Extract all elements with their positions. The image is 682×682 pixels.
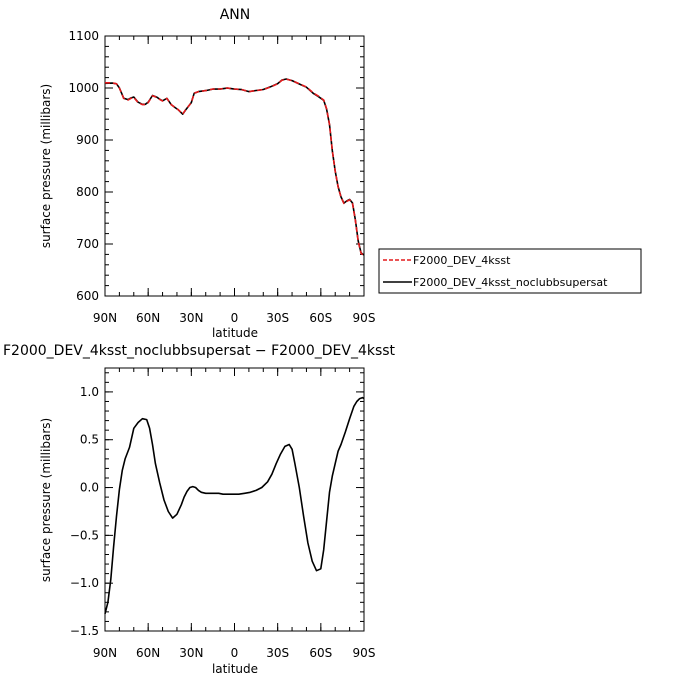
bottom-y-tick-label: 1.0: [80, 385, 99, 399]
legend: F2000_DEV_4ksst F2000_DEV_4ksst_noclubbs…: [378, 248, 642, 294]
top-y-tick-label: 900: [76, 133, 99, 147]
top-y-tick-label: 800: [76, 185, 99, 199]
top-chart-title: ANN: [220, 7, 251, 23]
bottom-y-axis: −1.5 −1.0 −0.5 0.0 0.5 1.0: [70, 372, 364, 638]
bottom-plot-lines: [104, 396, 365, 614]
bottom-y-axis-label: surface pressure (millibars): [39, 418, 53, 582]
bottom-y-tick-label: 0.0: [80, 481, 99, 495]
top-plot-frame: [104, 35, 365, 297]
top-y-axis: 600 700 800 900 1000 1100: [68, 29, 364, 303]
bottom-x-tick-label: 0: [231, 646, 239, 660]
top-x-axis-label: latitude: [212, 326, 258, 340]
top-x-axis: 90N 60N 30N 0 30S 60S 90S: [93, 36, 376, 325]
bottom-x-tick-label: 30N: [179, 646, 203, 660]
bottom-x-tick-label: 90N: [93, 646, 117, 660]
top-y-tick-label: 1100: [68, 29, 99, 43]
legend-entry-label: F2000_DEV_4ksst_noclubbsupersat: [413, 276, 608, 289]
bottom-series-line-0: [104, 396, 365, 614]
bottom-x-tick-label: 60S: [309, 646, 332, 660]
top-series-line-0: [105, 78, 365, 257]
top-x-tick-label: 60N: [136, 311, 160, 325]
top-x-tick-label: 30S: [266, 311, 289, 325]
top-y-tick-label: 1000: [68, 81, 99, 95]
top-x-tick-label: 90S: [353, 311, 376, 325]
top-plot-lines: [104, 78, 365, 257]
top-y-tick-label: 600: [76, 289, 99, 303]
bottom-y-tick-label: −1.0: [70, 576, 99, 590]
bottom-chart-title: F2000_DEV_4ksst_noclubbsupersat − F2000_…: [3, 343, 396, 359]
bottom-x-axis: 90N 60N 30N 0 30S 60S 90S: [93, 368, 376, 660]
bottom-y-tick-label: −0.5: [70, 528, 99, 542]
top-x-tick-label: 0: [231, 311, 239, 325]
bottom-x-tick-label: 60N: [136, 646, 160, 660]
top-x-tick-label: 90N: [93, 311, 117, 325]
top-panel: ANN 600 700 800 900 1000 1100 90N 60N 30N 0 30S 60…: [39, 7, 375, 340]
top-y-axis-label: surface pressure (millibars): [39, 84, 53, 248]
top-x-tick-label: 60S: [309, 311, 332, 325]
bottom-y-tick-label: −1.5: [70, 624, 99, 638]
bottom-x-tick-label: 30S: [266, 646, 289, 660]
top-x-tick-label: 30N: [179, 311, 203, 325]
top-y-tick-label: 700: [76, 237, 99, 251]
legend-box: [378, 248, 642, 294]
bottom-y-tick-label: 0.5: [80, 433, 99, 447]
legend-entry-label: F2000_DEV_4ksst: [413, 254, 511, 267]
bottom-x-tick-label: 90S: [353, 646, 376, 660]
bottom-x-axis-label: latitude: [212, 662, 258, 676]
bottom-plot-frame: [104, 367, 365, 632]
bottom-panel: F2000_DEV_4ksst_noclubbsupersat − F2000_…: [3, 343, 396, 676]
